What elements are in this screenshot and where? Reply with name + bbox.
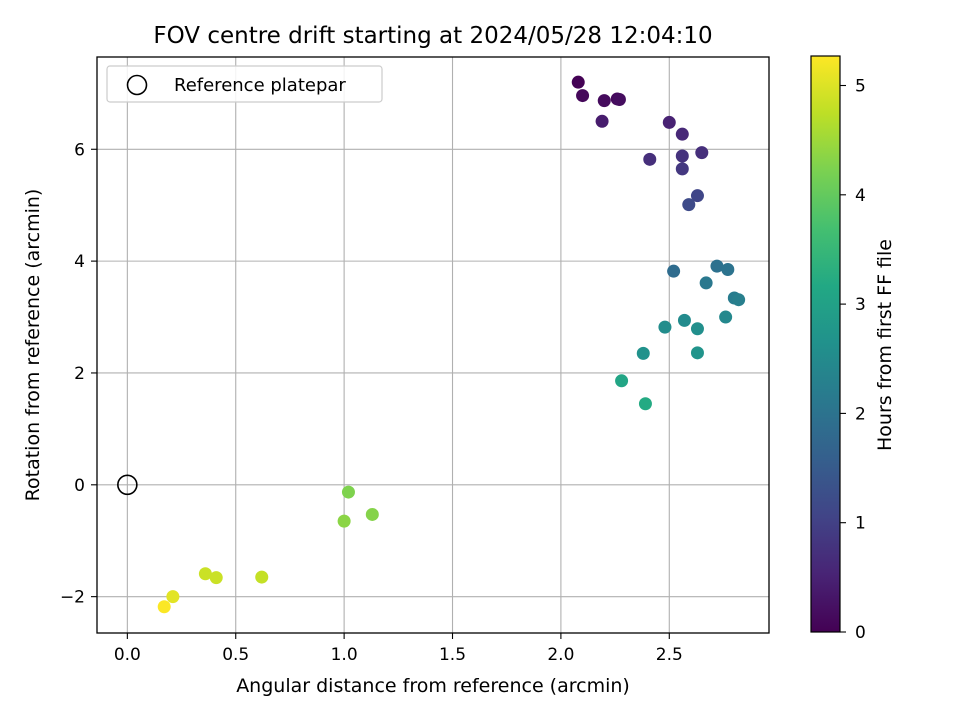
data-point [721, 263, 735, 277]
data-point [365, 507, 379, 521]
plot-frame [96, 56, 770, 634]
colorbar [810, 55, 841, 633]
y-tick-label: 0 [74, 476, 85, 496]
data-point [690, 346, 704, 360]
data-point [612, 93, 626, 107]
data-point [255, 570, 269, 584]
data-point [675, 127, 689, 141]
data-point [677, 313, 691, 327]
colorbar-label: Hours from first FF file [874, 239, 896, 451]
x-tick-label: 1.0 [331, 645, 358, 665]
data-point [341, 485, 355, 499]
data-point [675, 149, 689, 163]
data-point [615, 374, 629, 388]
data-point [690, 322, 704, 336]
colorbar-tick-label: 3 [855, 295, 866, 315]
data-point [699, 276, 713, 290]
data-point [595, 114, 609, 128]
x-tick-label: 0.5 [222, 645, 249, 665]
colorbar-tick-label: 4 [855, 186, 866, 206]
data-point [166, 590, 180, 604]
scatter-points [157, 75, 746, 614]
colorbar-tick-label: 0 [855, 623, 866, 643]
y-axis-ticks: −2 0 2 4 6 [60, 140, 97, 608]
legend-open-circle-icon [126, 74, 148, 96]
legend-box [106, 65, 383, 103]
y-tick-label: 6 [74, 140, 85, 160]
data-point [690, 189, 704, 203]
data-point [662, 115, 676, 129]
data-point [732, 293, 746, 307]
x-tick-label: 1.5 [439, 645, 466, 665]
x-tick-label: 2.5 [656, 645, 683, 665]
data-point [337, 514, 351, 528]
data-point [571, 75, 585, 89]
x-axis-ticks: 0.0 0.5 1.0 1.5 2.0 2.5 [114, 633, 683, 665]
data-point [710, 259, 724, 273]
data-point [643, 152, 657, 166]
reference-platepar-marker [117, 474, 138, 496]
x-tick-label: 0.0 [114, 645, 141, 665]
legend[interactable]: Reference platepar [106, 65, 383, 103]
data-point [682, 198, 696, 212]
y-axis-label: Rotation from reference (arcmin) [22, 189, 44, 502]
legend-label: Reference platepar [174, 75, 346, 96]
colorbar-tick-label: 2 [855, 404, 866, 424]
data-point [597, 94, 611, 108]
y-tick-label: 2 [74, 364, 85, 384]
x-tick-label: 2.0 [547, 645, 574, 665]
data-point [658, 320, 672, 334]
data-point [209, 571, 223, 585]
data-point [636, 346, 650, 360]
y-tick-label: −2 [60, 588, 85, 608]
data-point [719, 310, 733, 324]
x-axis-label: Angular distance from reference (arcmin) [236, 675, 630, 697]
colorbar-ticks: 0 1 2 3 4 5 [840, 77, 866, 643]
data-point [675, 162, 689, 176]
data-point [576, 89, 590, 103]
grid [97, 57, 769, 633]
colorbar-tick-label: 5 [855, 77, 866, 97]
colorbar-tick-label: 1 [855, 514, 866, 534]
data-point [638, 397, 652, 411]
data-point [695, 146, 709, 160]
data-point [198, 567, 212, 581]
data-point [157, 600, 171, 614]
y-tick-label: 4 [74, 252, 85, 272]
data-point [667, 264, 681, 278]
chart-title: FOV centre drift starting at 2024/05/28 … [153, 23, 712, 49]
